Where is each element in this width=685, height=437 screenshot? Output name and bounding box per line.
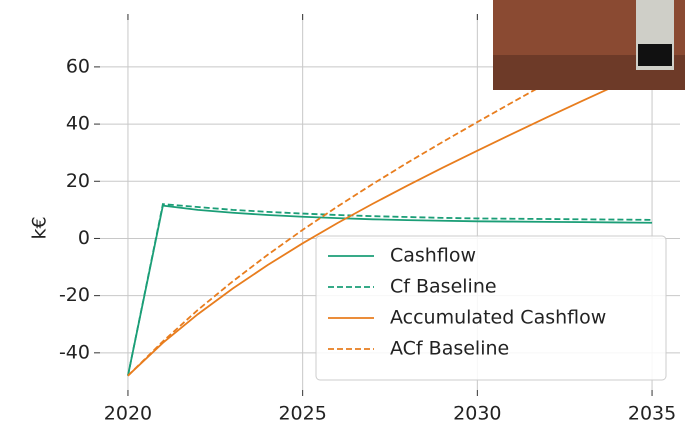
legend-label: Accumulated Cashflow (390, 307, 606, 329)
x-tick-label: 2035 (628, 403, 676, 425)
y-tick-label: 0 (78, 227, 90, 249)
y-tick-label: 20 (66, 170, 90, 192)
y-tick-label: 60 (66, 55, 90, 77)
legend-label: Cf Baseline (390, 276, 497, 298)
x-tick-label: 2025 (278, 403, 326, 425)
chart: -40 -20 0 20 40 60 2020 2025 2030 2035 k€ Cashflo… (0, 0, 685, 437)
y-tick-label: -20 (59, 284, 90, 306)
photo-window-dark (638, 44, 672, 66)
legend-label: Cashflow (390, 245, 476, 267)
legend-label: ACf Baseline (390, 338, 509, 360)
y-axis-label: k€ (29, 216, 51, 239)
y-tick-label: 40 (66, 113, 90, 135)
y-tick-label: -40 (59, 341, 90, 363)
x-tick-label: 2030 (453, 403, 501, 425)
legend: Cashflow Cf Baseline Accumulated Cashflow A… (316, 236, 666, 380)
x-tick-label: 2020 (104, 403, 152, 425)
